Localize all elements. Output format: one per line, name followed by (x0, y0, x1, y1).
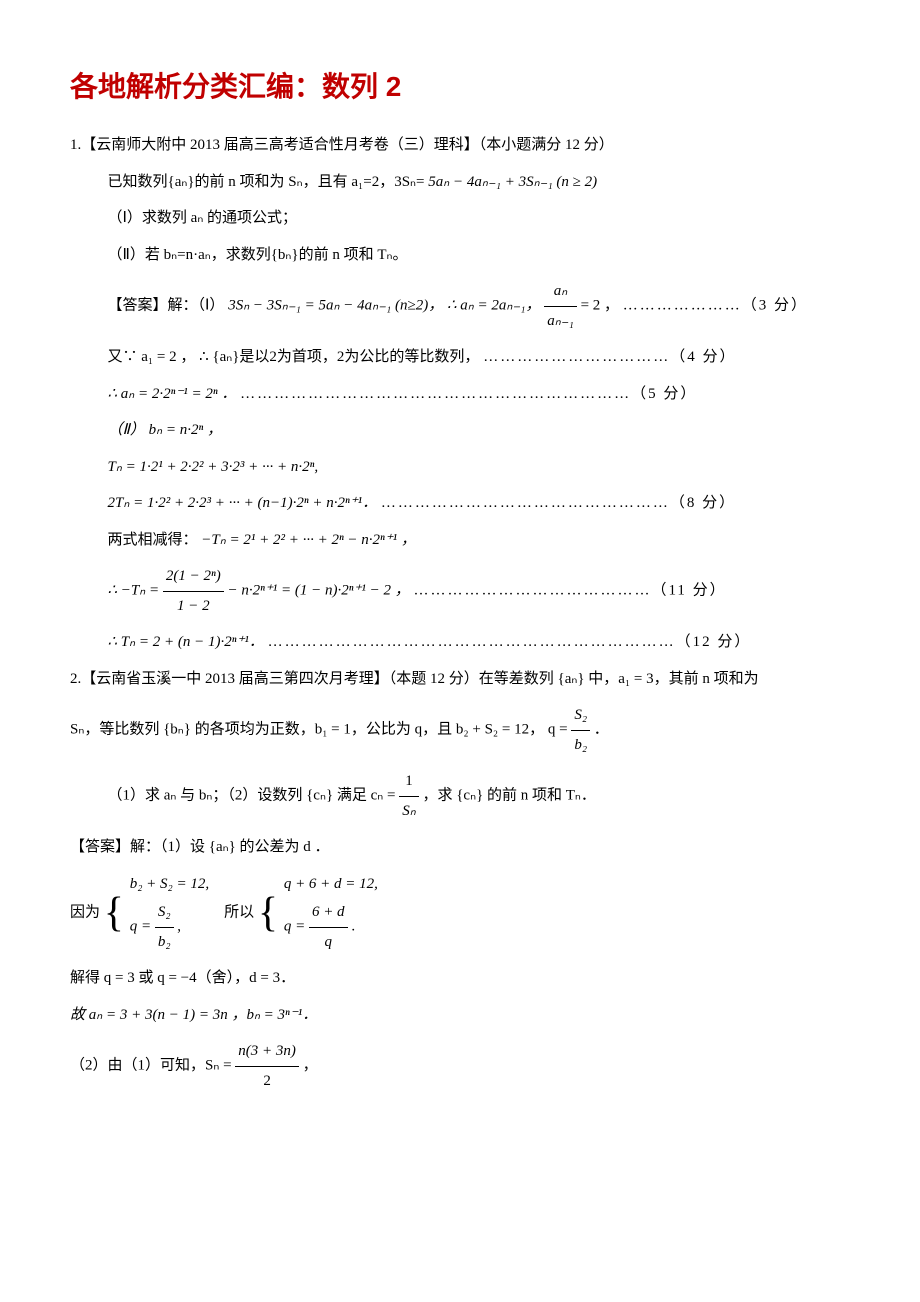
sys2-r1: q + 6 + d = 12, (284, 870, 378, 899)
eq-tail: = 2 ， (581, 298, 619, 314)
answer1-line2: 又∵ a₁ = 2 ， ∴ {aₙ}是以2为首项，2为公比的等比数列， …………… (70, 343, 850, 372)
brace-icon: { (104, 893, 124, 933)
solve-line: 解得 q = 3 或 q = −4（舍），d = 3． (70, 964, 850, 993)
frac-q: S₂ b₂ (571, 701, 590, 759)
frac-den: b₂ (155, 928, 174, 957)
sys1-r2-post: , (177, 919, 181, 935)
system-1: b₂ + S₂ = 12, q = S₂ b₂ , (130, 870, 209, 957)
tn-line: Tₙ = 1·2¹ + 2·2² + 3·2³ + ··· + n·2ⁿ, (70, 453, 850, 482)
system-line: 因为 { b₂ + S₂ = 12, q = S₂ b₂ , 所以 { q + … (70, 870, 850, 957)
tn2-eq: 2Tₙ = 1·2² + 2·2³ + ··· + (n−1)·2ⁿ + n·2… (108, 495, 378, 511)
brace-icon: { (258, 893, 278, 933)
frac-den: q (309, 928, 348, 957)
score-11: ……………………………………（11 分） (413, 583, 726, 599)
frac-num: aₙ (544, 277, 577, 307)
frac-den: aₙ₋₁ (544, 307, 577, 336)
problem2-header-a: 2.【云南省玉溪一中 2013 届高三第四次月考理】（本题 12 分）在等差数列… (70, 665, 850, 694)
frac-num: S₂ (155, 898, 174, 928)
sys1-r2: q = S₂ b₂ , (130, 898, 209, 956)
problem1-given: 已知数列{aₙ}的前 n 项和为 Sₙ，且有 a₁=2，3Sₙ= 5aₙ − 4… (70, 168, 850, 197)
score-12: ………………………………………………………………（12 分） (268, 634, 752, 650)
sys1-r1: b₂ + S₂ = 12, (130, 870, 209, 899)
score-8: ……………………………………………（8 分） (381, 495, 736, 511)
sys1-r2-pre: q = (130, 919, 155, 935)
frac-num: 6 + d (309, 898, 348, 928)
frac-den: b₂ (571, 731, 590, 760)
frac-sn: n(3 + 3n) 2 (235, 1037, 299, 1095)
part2-post: ， (303, 1058, 318, 1074)
sys2-r2-pre: q = (284, 919, 309, 935)
subtract-line: 两式相减得： −Tₙ = 2¹ + 2² + ··· + 2ⁿ − n·2ⁿ⁺¹… (70, 526, 850, 555)
answer2-label: 【答案】解：（1）设 {aₙ} 的公差为 d ． (70, 833, 850, 862)
part2-line: （2）由（1）可知，Sₙ = n(3 + 3n) 2 ， (70, 1037, 850, 1095)
answer-label: 【答案】解：（Ⅰ） (108, 298, 225, 314)
q1-post: ，求 {cₙ} 的前 n 项和 Tₙ． (422, 788, 595, 804)
given-text: 已知数列{aₙ}的前 n 项和为 Sₙ，且有 a₁=2，3Sₙ= (108, 174, 425, 190)
frac-sys2: 6 + d q (309, 898, 348, 956)
part2-pre: （2）由（1）可知，Sₙ = (70, 1058, 235, 1074)
frac-an: aₙ aₙ₋₁ (544, 277, 577, 335)
so: 所以 (224, 904, 254, 920)
frac-num: n(3 + 3n) (235, 1037, 299, 1067)
part2-head: （Ⅱ） bₙ = n·2ⁿ ， (70, 416, 850, 445)
neg-tn-pre: ∴ −Tₙ = (108, 583, 163, 599)
line-c: ∴ aₙ = 2·2ⁿ⁻¹ = 2ⁿ ． (108, 386, 237, 402)
score-4: ……………………………（4 分） (483, 349, 736, 365)
head-b-pre: Sₙ，等比数列 {bₙ} 的各项均为正数，b₁ = 1，公比为 q，且 b₂ +… (70, 722, 571, 738)
frac-den: 2 (235, 1067, 299, 1096)
problem1-q2: （Ⅱ）若 bₙ=n·aₙ，求数列{bₙ}的前 n 项和 Tₙ。 (70, 241, 850, 270)
problem1-q1: （Ⅰ）求数列 aₙ 的通项公式； (70, 204, 850, 233)
tn2-line: 2Tₙ = 1·2² + 2·2³ + ··· + (n−1)·2ⁿ + n·2… (70, 489, 850, 518)
problem1-header: 1.【云南师大附中 2013 届高三高考适合性月考卷（三）理科】（本小题满分 1… (70, 131, 850, 160)
score-3: …………………（3 分） (623, 298, 808, 314)
score-5: ……………………………………………………………（5 分） (240, 386, 697, 402)
frac-den: Sₙ (399, 797, 418, 826)
result-line: 故 aₙ = 3 + 3(n − 1) = 3n ，bₙ = 3ⁿ⁻¹． (70, 1001, 850, 1030)
answer-eq: 3Sₙ − 3Sₙ₋₁ = 5aₙ − 4aₙ₋₁ (n≥2)， ∴ aₙ = … (228, 298, 540, 314)
frac-sys1: S₂ b₂ (155, 898, 174, 956)
answer1-line3: ∴ aₙ = 2·2ⁿ⁻¹ = 2ⁿ ． …………………………………………………… (70, 380, 850, 409)
frac-den: 1 − 2 (163, 592, 224, 621)
problem2-questions: （1）求 aₙ 与 bₙ；（2）设数列 {cₙ} 满足 cₙ = 1 Sₙ ，求… (70, 767, 850, 825)
line-b: 又∵ a₁ = 2 ， ∴ {aₙ}是以2为首项，2为公比的等比数列， (108, 349, 480, 365)
neg-tn-post: − n·2ⁿ⁺¹ = (1 − n)·2ⁿ⁺¹ − 2 ， (227, 583, 409, 599)
frac-num: 1 (399, 767, 418, 797)
sys2-r2: q = 6 + d q . (284, 898, 378, 956)
final-eq: ∴ Tₙ = 2 + (n − 1)·2ⁿ⁺¹． (108, 634, 264, 650)
neg-tn-line: ∴ −Tₙ = 2(1 − 2ⁿ) 1 − 2 − n·2ⁿ⁺¹ = (1 − … (70, 562, 850, 620)
sys2-r2-post: . (351, 919, 355, 935)
dot: ． (594, 722, 609, 738)
given-math: 5aₙ − 4aₙ₋₁ + 3Sₙ₋₁ (n ≥ 2) (428, 174, 597, 190)
sub-label: 两式相减得： (108, 532, 198, 548)
frac-num: S₂ (571, 701, 590, 731)
frac-num: 2(1 − 2ⁿ) (163, 562, 224, 592)
page-title: 各地解析分类汇编：数列 2 (70, 60, 850, 113)
because: 因为 (70, 904, 100, 920)
problem2-header-b: Sₙ，等比数列 {bₙ} 的各项均为正数，b₁ = 1，公比为 q，且 b₂ +… (70, 701, 850, 759)
answer1-line1: 【答案】解：（Ⅰ） 3Sₙ − 3Sₙ₋₁ = 5aₙ − 4aₙ₋₁ (n≥2… (70, 277, 850, 335)
frac-negtn: 2(1 − 2ⁿ) 1 − 2 (163, 562, 224, 620)
final-line: ∴ Tₙ = 2 + (n − 1)·2ⁿ⁺¹． ………………………………………… (70, 628, 850, 657)
q1-pre: （1）求 aₙ 与 bₙ；（2）设数列 {cₙ} 满足 cₙ = (108, 788, 400, 804)
frac-cn: 1 Sₙ (399, 767, 418, 825)
system-2: q + 6 + d = 12, q = 6 + d q . (284, 870, 378, 957)
sub-eq: −Tₙ = 2¹ + 2² + ··· + 2ⁿ − n·2ⁿ⁺¹ ， (201, 532, 416, 548)
